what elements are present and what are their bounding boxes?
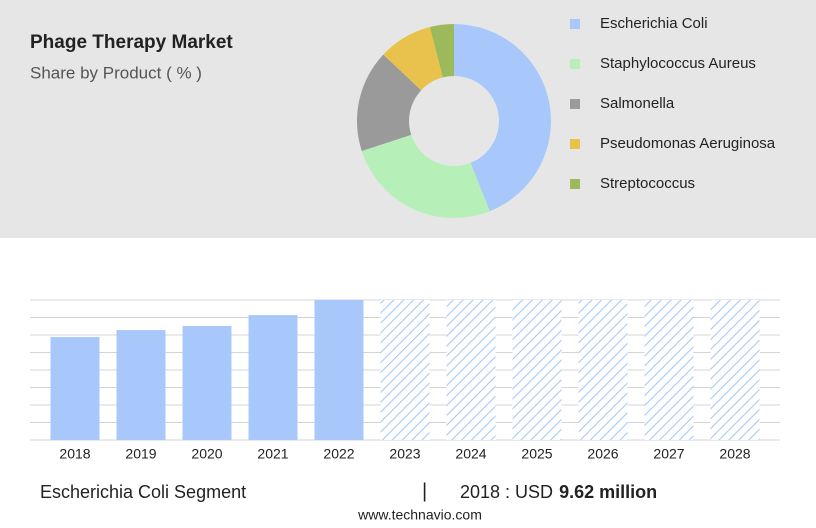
legend-label: Staphylococcus Aureus [600, 55, 756, 72]
legend-label: Streptococcus [600, 175, 695, 192]
donut-slice [383, 27, 443, 91]
legend-label: Salmonella [600, 95, 675, 112]
legend-label: Pseudomonas Aeruginosa [600, 135, 776, 152]
legend-swatch [570, 179, 580, 189]
chart-subtitle: Share by Product ( % ) [30, 63, 202, 82]
bar [182, 326, 232, 440]
x-tick-label: 2019 [125, 446, 156, 462]
chart-title: Phage Therapy Market [30, 32, 233, 53]
forecast-bar [578, 300, 628, 440]
bar [314, 300, 364, 440]
highlight: 2018 : USD 9.62 million [460, 482, 657, 502]
legend-swatch [570, 99, 580, 109]
bar [116, 330, 166, 440]
x-tick-label: 2022 [323, 446, 354, 462]
x-tick-label: 2026 [587, 446, 618, 462]
donut-slice [454, 24, 551, 212]
highlight-label: 2018 : USD [460, 482, 553, 502]
forecast-bar [644, 300, 694, 440]
x-tick-label: 2020 [191, 446, 222, 462]
forecast-bar [446, 300, 496, 440]
x-tick-label: 2023 [389, 446, 420, 462]
donut-slice [357, 54, 422, 151]
segment-label: Escherichia Coli Segment [40, 482, 246, 502]
legend-swatch [570, 59, 580, 69]
x-tick-label: 2024 [455, 446, 486, 462]
source: www.technavio.com [357, 507, 482, 523]
forecast-bar [710, 300, 760, 440]
donut-slice [429, 24, 454, 78]
x-tick-label: 2025 [521, 446, 552, 462]
x-tick-label: 2027 [653, 446, 684, 462]
bar [50, 337, 100, 440]
bar [248, 315, 298, 440]
legend-swatch [570, 19, 580, 29]
separator: | [422, 480, 427, 502]
x-tick-label: 2028 [719, 446, 750, 462]
legend-label: Escherichia Coli [600, 15, 708, 32]
x-tick-label: 2021 [257, 446, 288, 462]
forecast-bar [380, 300, 430, 440]
forecast-bar [512, 300, 562, 440]
highlight-value: 9.62 million [559, 482, 657, 502]
x-tick-label: 2018 [59, 446, 90, 462]
donut-slice [361, 134, 490, 218]
legend-swatch [570, 139, 580, 149]
